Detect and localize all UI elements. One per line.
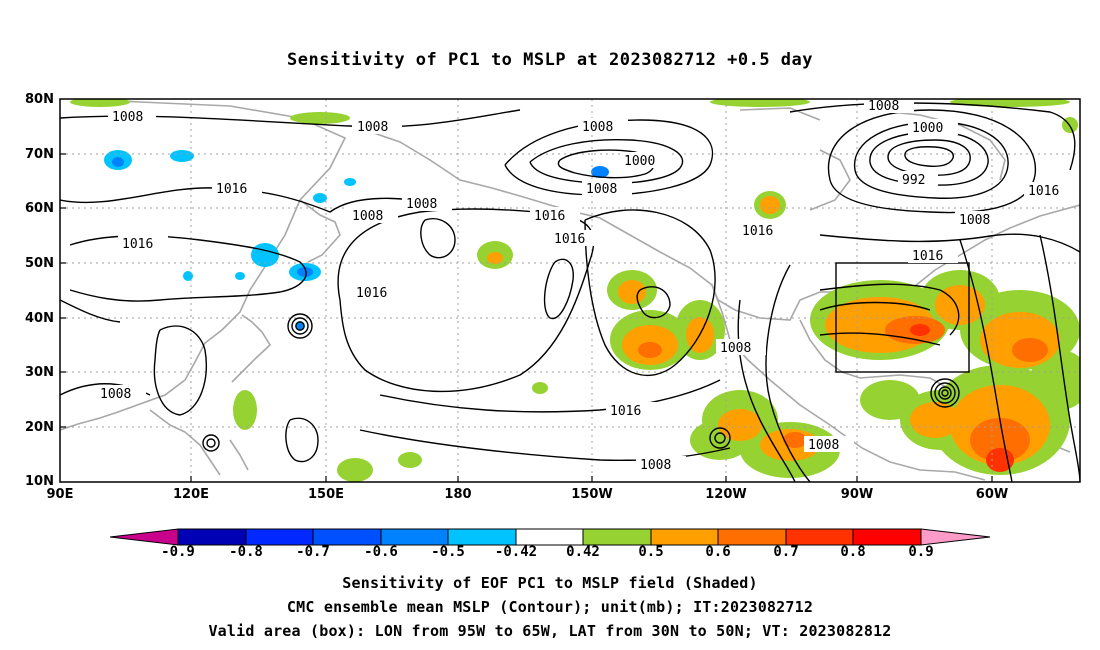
contour-label: 1016 bbox=[912, 249, 943, 264]
contour-label: 1008 bbox=[640, 458, 671, 473]
contour-label: 1008 bbox=[352, 209, 383, 224]
colorbar-label: 0.5 bbox=[638, 544, 664, 560]
contour-label: 1008 bbox=[100, 387, 131, 402]
colorbar-high-extension bbox=[920, 528, 991, 546]
contour-label: 1016 bbox=[216, 182, 247, 197]
map-frame bbox=[59, 98, 1081, 483]
contour-label: 1008 bbox=[357, 120, 388, 135]
colorbar-label: -0.5 bbox=[431, 544, 465, 560]
colorbar-low-extension bbox=[109, 528, 179, 546]
valid-area-box bbox=[835, 262, 970, 373]
lon-label: 180 bbox=[444, 487, 472, 502]
colorbar-label: -0.8 bbox=[229, 544, 263, 560]
lat-label: 60N bbox=[25, 201, 54, 216]
colorbar-bin bbox=[717, 528, 787, 546]
caption-line-3: Valid area (box): LON from 95W to 65W, L… bbox=[208, 622, 892, 640]
lat-label: 10N bbox=[25, 474, 54, 489]
colorbar bbox=[109, 528, 991, 546]
lat-label: 30N bbox=[25, 365, 54, 380]
colorbar-label: -0.9 bbox=[161, 544, 195, 560]
colorbar-label: -0.42 bbox=[494, 544, 538, 560]
caption-line-1: Sensitivity of EOF PC1 to MSLP field (Sh… bbox=[342, 574, 758, 592]
contour-label: 1016 bbox=[610, 404, 641, 419]
lon-label: 90E bbox=[46, 487, 74, 502]
colorbar-bin bbox=[515, 528, 584, 546]
colorbar-label: 0.42 bbox=[566, 544, 600, 560]
colorbar-bin bbox=[177, 528, 247, 546]
lon-label: 120W bbox=[705, 487, 747, 502]
colorbar-bin bbox=[312, 528, 382, 546]
lon-label: 60W bbox=[975, 487, 1009, 502]
colorbar-bin bbox=[852, 528, 922, 546]
contour-label: 1008 bbox=[586, 182, 617, 197]
colorbar-label: 0.7 bbox=[773, 544, 799, 560]
colorbar-label: 0.6 bbox=[705, 544, 731, 560]
lat-label: 40N bbox=[25, 311, 54, 326]
colorbar-label: 0.9 bbox=[908, 544, 934, 560]
colorbar-bin bbox=[380, 528, 449, 546]
contour-label: 992 bbox=[902, 173, 925, 188]
map-title: Sensitivity of PC1 to MSLP at 2023082712… bbox=[286, 50, 813, 70]
colorbar-label: -0.7 bbox=[296, 544, 330, 560]
axis-ticks bbox=[60, 153, 993, 482]
colorbar-bin bbox=[785, 528, 854, 546]
contour-label: 1008 bbox=[112, 110, 143, 125]
lon-label: 90W bbox=[840, 487, 874, 502]
colorbar-bin bbox=[582, 528, 652, 546]
contour-label: 1016 bbox=[554, 232, 585, 247]
contour-label: 1016 bbox=[1028, 184, 1059, 199]
colorbar-label: 0.8 bbox=[840, 544, 866, 560]
contour-label: 1016 bbox=[356, 286, 387, 301]
contour-label: 1008 bbox=[868, 99, 899, 114]
lat-label: 20N bbox=[25, 420, 54, 435]
colorbar-label: -0.6 bbox=[364, 544, 398, 560]
contour-label: 1016 bbox=[122, 237, 153, 252]
colorbar-bin bbox=[245, 528, 314, 546]
lat-label: 50N bbox=[25, 256, 54, 271]
lon-label: 120E bbox=[172, 487, 210, 502]
colorbar-bin bbox=[650, 528, 719, 546]
contour-label: 1008 bbox=[720, 341, 751, 356]
shaded-sensitivity bbox=[70, 99, 1080, 482]
lon-label: 150W bbox=[571, 487, 613, 502]
lat-label: 70N bbox=[25, 147, 54, 162]
contour-label: 1008 bbox=[808, 438, 839, 453]
contour-label: 1016 bbox=[742, 224, 773, 239]
contour-label: 1008 bbox=[959, 213, 990, 228]
contour-label: 1000 bbox=[912, 121, 943, 136]
contour-label: 1008 bbox=[406, 197, 437, 212]
caption-line-2: CMC ensemble mean MSLP (Contour); unit(m… bbox=[286, 598, 814, 616]
colorbar-bin bbox=[447, 528, 517, 546]
lon-label: 150E bbox=[307, 487, 345, 502]
contour-label: 1016 bbox=[534, 209, 565, 224]
lat-label: 80N bbox=[25, 92, 54, 107]
contour-label: 1000 bbox=[624, 154, 655, 169]
contour-labels: 1008 1008 1016 1016 1008 1008 1016 1016 … bbox=[96, 97, 1074, 473]
contour-label: 1008 bbox=[582, 120, 613, 135]
